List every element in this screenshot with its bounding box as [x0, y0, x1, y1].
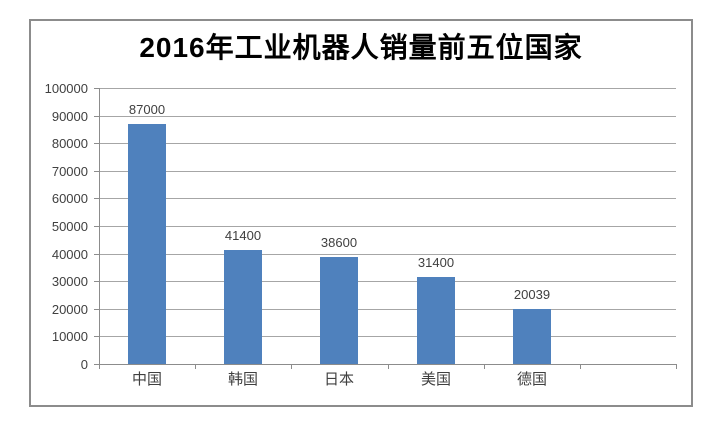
y-axis-label: 60000	[51, 191, 88, 206]
bar-value-label: 20039	[513, 287, 551, 302]
x-axis-tick	[195, 364, 196, 369]
y-axis-line	[99, 88, 100, 369]
x-axis-tick	[676, 364, 677, 369]
gridline	[99, 116, 676, 117]
bar	[513, 309, 551, 364]
y-axis-label: 30000	[51, 274, 88, 289]
gridline	[99, 198, 676, 199]
y-axis-label: 0	[80, 357, 88, 372]
y-axis-tick	[94, 254, 99, 255]
x-axis-tick	[580, 364, 581, 369]
y-axis-label: 80000	[51, 136, 88, 151]
gridline	[99, 281, 676, 282]
category-label: 日本	[323, 371, 354, 388]
bar	[320, 257, 358, 364]
y-axis-label: 100000	[44, 81, 88, 96]
y-axis-tick	[94, 198, 99, 199]
y-axis-tick	[94, 226, 99, 227]
category-label: 美国	[420, 371, 451, 388]
gridline	[99, 309, 676, 310]
category-label: 中国	[131, 371, 162, 388]
gridline	[99, 254, 676, 255]
y-axis-label: 50000	[51, 219, 88, 234]
gridline	[99, 143, 676, 144]
y-axis-label: 10000	[51, 329, 88, 344]
y-axis-tick	[94, 171, 99, 172]
y-axis-label: 20000	[51, 302, 88, 317]
x-axis-tick	[484, 364, 485, 369]
y-axis-label: 40000	[51, 247, 88, 262]
bar	[128, 124, 166, 364]
x-axis-line	[99, 364, 677, 365]
y-axis-tick	[94, 336, 99, 337]
category-label: 韩国	[227, 371, 258, 388]
chart-title: 2016年工业机器人销量前五位国家	[139, 32, 583, 63]
bar	[224, 250, 262, 364]
bar-value-label: 87000	[128, 102, 166, 117]
y-axis-tick	[94, 143, 99, 144]
y-axis-tick	[94, 88, 99, 89]
y-axis-tick	[94, 364, 99, 365]
y-axis-label: 90000	[51, 109, 88, 124]
bar	[417, 277, 455, 364]
category-label: 德国	[516, 371, 547, 388]
y-axis-tick	[94, 281, 99, 282]
x-axis-tick	[291, 364, 292, 369]
x-axis-tick	[388, 364, 389, 369]
gridline	[99, 226, 676, 227]
y-axis-label: 70000	[51, 164, 88, 179]
bar-value-label: 31400	[417, 255, 455, 270]
bar-value-label: 38600	[320, 235, 358, 250]
bar-value-label: 41400	[224, 228, 262, 243]
gridline	[99, 88, 676, 89]
y-axis-tick	[94, 116, 99, 117]
gridline	[99, 171, 676, 172]
gridline	[99, 336, 676, 337]
y-axis-tick	[94, 309, 99, 310]
